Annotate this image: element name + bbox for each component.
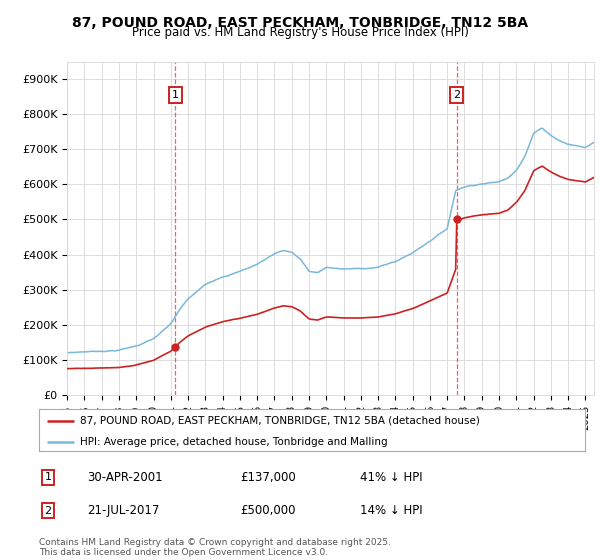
- Text: 14% ↓ HPI: 14% ↓ HPI: [360, 504, 422, 517]
- Text: 1: 1: [172, 90, 179, 100]
- Text: 87, POUND ROAD, EAST PECKHAM, TONBRIDGE, TN12 5BA (detached house): 87, POUND ROAD, EAST PECKHAM, TONBRIDGE,…: [80, 416, 480, 426]
- Text: 41% ↓ HPI: 41% ↓ HPI: [360, 470, 422, 484]
- Text: 21-JUL-2017: 21-JUL-2017: [87, 504, 160, 517]
- Text: Contains HM Land Registry data © Crown copyright and database right 2025.
This d: Contains HM Land Registry data © Crown c…: [39, 538, 391, 557]
- Text: HPI: Average price, detached house, Tonbridge and Malling: HPI: Average price, detached house, Tonb…: [80, 437, 388, 446]
- Text: £137,000: £137,000: [240, 470, 296, 484]
- Text: 2: 2: [453, 90, 460, 100]
- Text: 1: 1: [44, 472, 52, 482]
- Text: 30-APR-2001: 30-APR-2001: [87, 470, 163, 484]
- Text: £500,000: £500,000: [240, 504, 296, 517]
- Text: 2: 2: [44, 506, 52, 516]
- Text: 87, POUND ROAD, EAST PECKHAM, TONBRIDGE, TN12 5BA: 87, POUND ROAD, EAST PECKHAM, TONBRIDGE,…: [72, 16, 528, 30]
- Text: Price paid vs. HM Land Registry's House Price Index (HPI): Price paid vs. HM Land Registry's House …: [131, 26, 469, 39]
